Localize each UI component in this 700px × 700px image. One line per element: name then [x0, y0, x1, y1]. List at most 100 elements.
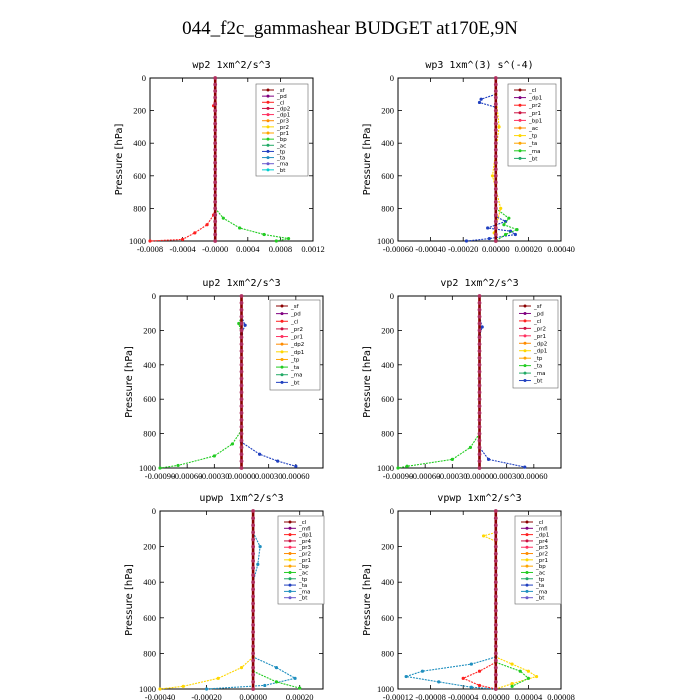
legend-label: _pr2 [528, 103, 541, 109]
bt-marker [213, 180, 218, 185]
series-point [294, 464, 298, 468]
x-tick-label: 0.0004 [236, 244, 260, 254]
bt-marker [251, 615, 256, 620]
legend-marker [266, 113, 270, 117]
bt-marker [493, 219, 498, 224]
legend-label: _ta [276, 156, 285, 162]
legend-label: _bt [528, 156, 538, 162]
series-point [490, 174, 495, 178]
legend-marker [525, 545, 529, 549]
bt-marker [239, 376, 244, 381]
panel-title: vpwp 1xm^2/s^3 [437, 493, 521, 504]
legend-marker [523, 341, 527, 345]
legend-label: _bt [276, 168, 286, 174]
bt-marker [493, 199, 498, 204]
y-axis-label: Pressure [hPa] [124, 346, 135, 418]
bt-marker [493, 637, 498, 642]
legend-label: _cl [533, 319, 542, 325]
bt-marker [213, 141, 218, 146]
series-point [286, 236, 291, 241]
legend-label: _ta [533, 364, 542, 370]
series-point [274, 680, 279, 684]
x-tick-label: -0.00060 [383, 244, 413, 254]
legend-marker [523, 334, 527, 338]
bt-marker [239, 356, 244, 360]
series-point [216, 676, 220, 680]
y-tick-label: 800 [143, 429, 156, 439]
bt-marker [493, 672, 498, 677]
legend-label: _pr1 [533, 334, 546, 340]
series-point [450, 457, 454, 461]
bt-marker [493, 573, 498, 577]
legend-label: _ma [528, 149, 540, 155]
legend-label: _bp [298, 564, 309, 570]
legend-label: _pr1 [290, 335, 303, 341]
y-tick-label: 600 [381, 171, 394, 181]
series-point [526, 676, 531, 680]
x-tick-label: 0.0012 [301, 244, 324, 254]
y-axis-label: Pressure [hPa] [114, 124, 125, 196]
bt-marker [493, 82, 498, 87]
bt-marker [251, 551, 256, 556]
x-tick-label: -0.0000 [202, 244, 228, 254]
bt-marker [213, 213, 218, 217]
legend-label: _pr1 [528, 111, 541, 117]
bt-marker [213, 108, 218, 113]
bt-marker [477, 466, 482, 470]
bt-marker [251, 623, 256, 627]
series-point [238, 226, 242, 230]
legend-label: _ac [535, 570, 545, 576]
series-point [243, 323, 247, 327]
legend-marker [280, 335, 284, 339]
x-tick-label: 0.00060 [282, 471, 310, 481]
bt-marker [477, 376, 482, 381]
bt-marker [493, 509, 498, 513]
bt-marker [213, 226, 218, 230]
legend-marker [288, 545, 292, 549]
series-point [239, 666, 244, 670]
bt-marker [493, 147, 498, 152]
bt-marker [251, 594, 256, 599]
panel-title: wp2 1xm^2/s^3 [192, 60, 270, 71]
legend-marker [280, 342, 284, 346]
series-point [507, 216, 511, 220]
series-point [263, 683, 267, 688]
bt-marker [493, 160, 498, 165]
y-tick-label: 400 [143, 360, 156, 370]
y-tick-label: 800 [381, 203, 394, 213]
legend-label: _pr2 [535, 552, 548, 558]
legend-label: _cl [298, 520, 307, 526]
series-point [468, 445, 473, 449]
series-point [205, 223, 209, 227]
y-axis-label: Pressure [hPa] [362, 124, 373, 196]
legend-marker [280, 327, 284, 331]
x-tick-label: 0.00030 [255, 471, 283, 481]
bt-marker [477, 445, 482, 450]
legend-label: _pd [276, 94, 287, 100]
legend-marker [525, 583, 529, 587]
y-axis-label: Pressure [hPa] [362, 346, 373, 418]
bt-marker [213, 239, 218, 243]
x-tick-label: -0.0008 [137, 244, 163, 254]
panel-title: vp2 1xm^2/s^3 [440, 278, 518, 289]
legend-marker [523, 364, 527, 368]
x-tick-label: -0.00090 [145, 471, 175, 481]
bt-marker [477, 397, 482, 402]
bt-marker [493, 213, 498, 217]
bt-marker [477, 411, 482, 415]
bt-marker [251, 587, 256, 592]
bt-marker [493, 530, 498, 535]
legend-label: _dp1 [290, 350, 304, 356]
series-point [523, 465, 527, 469]
bt-marker [493, 108, 498, 113]
legend-label: _dp1 [528, 96, 542, 102]
bt-marker [493, 206, 498, 211]
series-point [237, 321, 241, 326]
series-point [503, 232, 508, 237]
legend-label: _pr2 [298, 552, 311, 558]
bt-marker [493, 95, 498, 100]
bt-marker [493, 76, 498, 80]
bt-marker [477, 431, 482, 436]
legend-label: _tp [528, 134, 538, 140]
